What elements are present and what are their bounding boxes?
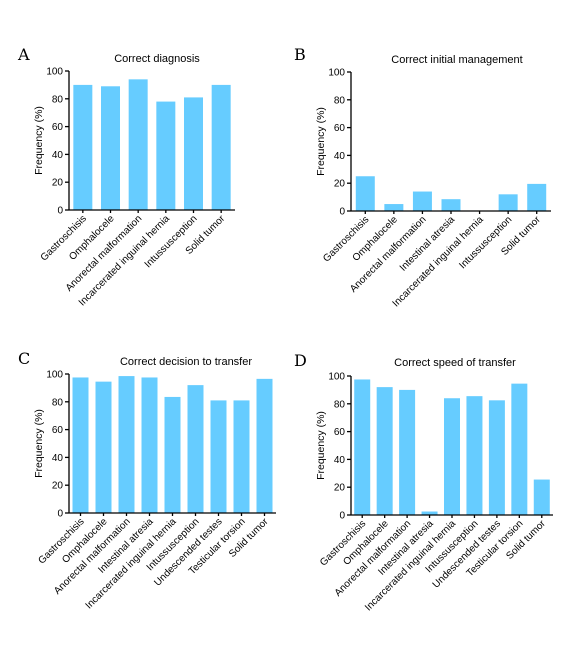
bar <box>187 385 204 513</box>
y-tick-label: 100 <box>46 67 63 78</box>
panel-c: C Correct decision to transfer Frequency (… <box>18 349 276 611</box>
bar <box>95 381 112 513</box>
y-tick-label: 20 <box>52 178 64 189</box>
bar <box>72 377 89 513</box>
y-axis-label: Frequency (%) <box>33 409 45 478</box>
panel-d: D Correct speed of transfer Frequency (%) 0… <box>294 351 553 613</box>
y-tick-label: 20 <box>334 483 346 494</box>
y-tick-label: 80 <box>52 94 64 105</box>
bar <box>118 376 135 513</box>
bar <box>376 387 393 515</box>
y-tick-label: 80 <box>334 95 346 106</box>
y-axis-label: Frequency (%) <box>315 107 327 176</box>
bar <box>412 191 432 211</box>
bar <box>527 183 547 211</box>
y-tick-label: 60 <box>52 122 64 133</box>
y-tick-label: 60 <box>334 123 346 134</box>
bar <box>101 86 120 210</box>
y-tick-label: 40 <box>334 151 346 162</box>
panel-letter: C <box>18 349 30 368</box>
bar <box>184 97 203 210</box>
panel-letter: B <box>294 45 306 64</box>
bar <box>533 479 550 515</box>
bar <box>511 383 528 515</box>
bar <box>354 379 371 515</box>
panel-title: Correct initial management <box>391 54 522 66</box>
bar <box>466 396 483 515</box>
bar <box>421 511 438 515</box>
y-tick-label: 100 <box>328 68 345 79</box>
bar <box>156 101 176 210</box>
y-axis-label: Frequency (%) <box>33 106 45 175</box>
panel-a: A Correct diagnosis Frequency (%) 0 20 40 60 80… <box>17 45 235 308</box>
y-tick-label: 20 <box>334 179 346 190</box>
panel-title: Correct speed of transfer <box>394 357 516 369</box>
bar <box>444 398 460 515</box>
y-axis-label: Frequency (%) <box>315 411 327 480</box>
bar <box>233 400 250 513</box>
panel-b: B Correct initial management Frequency (%)… <box>294 45 551 309</box>
bar <box>211 84 231 210</box>
y-tick-label: 0 <box>339 207 345 218</box>
bar <box>441 199 461 211</box>
bar <box>256 378 273 513</box>
bar <box>73 84 93 210</box>
bar <box>128 79 148 210</box>
y-tick-label: 40 <box>52 453 64 464</box>
y-tick-label: 80 <box>334 399 346 410</box>
y-tick-label: 40 <box>334 455 346 466</box>
y-tick-label: 60 <box>334 427 346 438</box>
panel-title: Correct decision to transfer <box>120 356 252 368</box>
bar <box>141 377 158 513</box>
y-tick-label: 0 <box>57 509 63 520</box>
bar <box>384 204 404 211</box>
y-tick-label: 0 <box>339 511 345 522</box>
panel-letter: A <box>17 45 30 64</box>
panel-letter: D <box>294 351 307 370</box>
panel-title: Correct diagnosis <box>114 53 200 65</box>
bar <box>164 396 181 513</box>
y-tick-label: 0 <box>57 206 63 217</box>
bar <box>210 400 227 513</box>
bar <box>399 389 416 515</box>
y-tick-label: 20 <box>52 481 64 492</box>
y-tick-label: 100 <box>328 372 345 383</box>
bar <box>488 400 505 515</box>
y-tick-label: 100 <box>46 370 63 381</box>
bar <box>498 194 518 211</box>
y-tick-label: 60 <box>52 425 64 436</box>
y-tick-label: 80 <box>52 397 64 408</box>
y-tick-label: 40 <box>52 150 64 161</box>
bar <box>355 176 375 211</box>
